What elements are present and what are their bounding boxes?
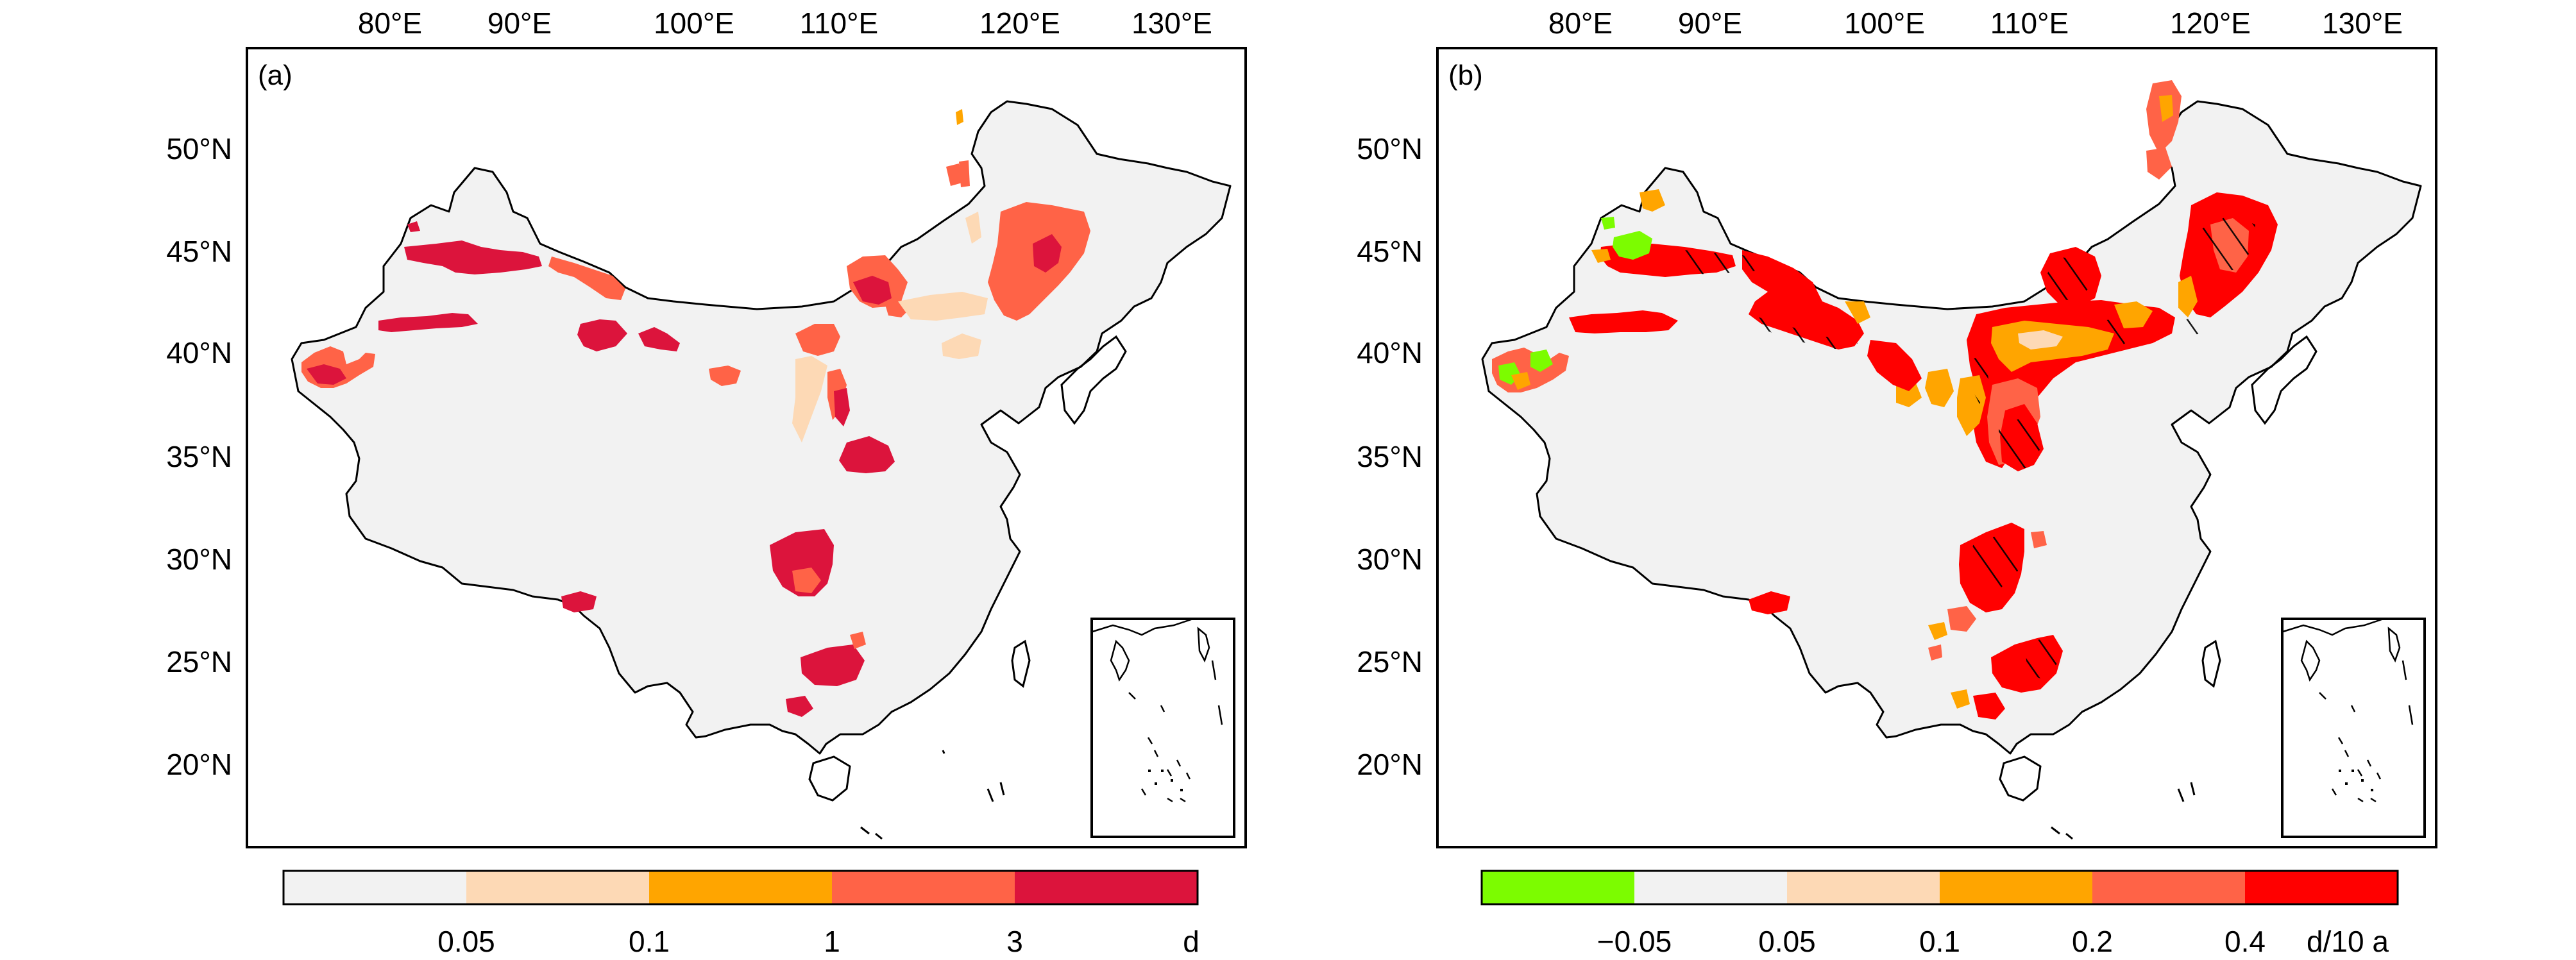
trend-regions — [301, 109, 1090, 717]
lat-label: 20°N — [1357, 748, 1423, 781]
colorbar-b: −0.05 0.05 0.1 0.2 0.4 d/10 a — [1480, 870, 2399, 958]
lat-label: 40°N — [166, 336, 232, 369]
lon-label: 80°E — [358, 6, 422, 40]
significance-hatching — [1684, 215, 2255, 680]
colorbar-tick-label: 0.1 — [1919, 925, 1960, 958]
lat-label: 30°N — [166, 543, 232, 576]
lat-label: 45°N — [166, 235, 232, 268]
colorbar-segment — [649, 871, 832, 904]
lat-label: 25°N — [1357, 645, 1423, 678]
lat-label: 50°N — [166, 132, 232, 165]
hainan-island — [1999, 755, 2042, 802]
lon-label: 130°E — [2322, 6, 2403, 40]
islands — [2051, 782, 2196, 840]
colorbar-segment — [2092, 871, 2245, 904]
lon-label: 100°E — [1844, 6, 1925, 40]
taiwan-island — [2201, 639, 2221, 688]
lon-label: 100°E — [654, 6, 734, 40]
colorbar-tick-label: 0.1 — [629, 925, 670, 958]
lon-label: 110°E — [1990, 6, 2069, 40]
lon-label: 120°E — [979, 6, 1060, 40]
panel-b-map: 80°E 90°E 100°E 110°E 120°E 130°E 50°N 4… — [1357, 6, 2437, 958]
colorbar-segment — [466, 871, 649, 904]
hainan-island — [808, 755, 851, 802]
colorbar-segment — [1015, 871, 1198, 904]
lat-label: 20°N — [166, 748, 232, 781]
colorbar-segment — [1787, 871, 1940, 904]
coast-line — [1060, 335, 1127, 425]
inset-south-china-sea — [1090, 618, 1235, 838]
colorbar-unit: d/10 a — [2307, 925, 2389, 958]
lon-label: 80°E — [1548, 6, 1613, 40]
panel-letter: (b) — [1448, 60, 1483, 91]
lat-label: 25°N — [166, 645, 232, 678]
lat-label: 35°N — [166, 440, 232, 473]
islands — [860, 750, 1005, 840]
colorbar-tick-label: 0.05 — [437, 925, 495, 958]
lon-label: 120°E — [2170, 6, 2251, 40]
colorbar-segment — [1940, 871, 2092, 904]
lat-label: 30°N — [1357, 543, 1423, 576]
lat-label: 45°N — [1357, 235, 1423, 268]
colorbar-unit: d — [1183, 925, 1199, 958]
colorbar-tick-label: 3 — [1006, 925, 1023, 958]
colorbar-segment — [1634, 871, 1787, 904]
panel-a-map: 80°E 90°E 100°E 110°E 120°E 130°E 50°N 4… — [166, 6, 1247, 958]
colorbar-segment — [1482, 871, 1634, 904]
lon-label: 110°E — [800, 6, 878, 40]
panel-letter: (a) — [258, 60, 292, 91]
lat-label: 35°N — [1357, 440, 1423, 473]
colorbar-segment — [284, 871, 466, 904]
colorbar-tick-label: 0.4 — [2224, 925, 2266, 958]
colorbar-tick-label: 0.2 — [2072, 925, 2113, 958]
inset-south-china-sea — [2281, 618, 2426, 838]
lat-label: 40°N — [1357, 336, 1423, 369]
colorbar-tick-label: 0.05 — [1758, 925, 1816, 958]
lon-label: 90°E — [487, 6, 552, 40]
colorbar-segment — [2245, 871, 2398, 904]
lat-label: 50°N — [1357, 132, 1423, 165]
colorbar-tick-label: −0.05 — [1597, 925, 1672, 958]
colorbar-segment — [832, 871, 1015, 904]
colorbar-a: 0.05 0.1 1 3 d — [282, 870, 1199, 958]
lon-label: 90°E — [1678, 6, 1742, 40]
lon-label: 130°E — [1131, 6, 1212, 40]
coast-line — [2251, 335, 2318, 425]
taiwan-island — [1011, 639, 1031, 688]
colorbar-tick-label: 1 — [824, 925, 840, 958]
